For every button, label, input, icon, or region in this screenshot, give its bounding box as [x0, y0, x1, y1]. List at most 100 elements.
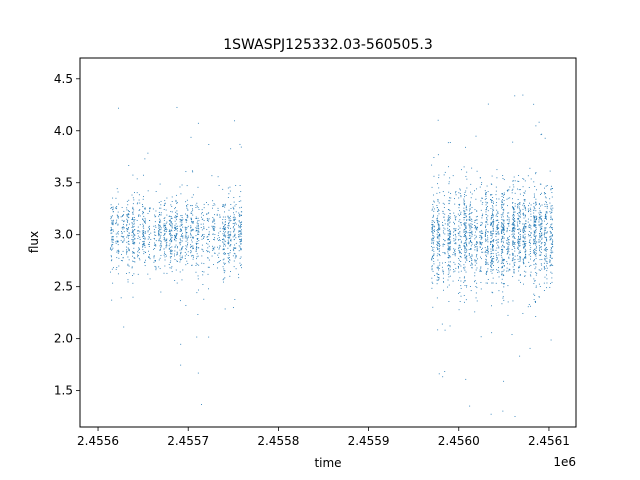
data-point [476, 229, 478, 231]
data-point [458, 192, 460, 194]
data-point [436, 241, 438, 243]
data-point [449, 239, 450, 241]
data-point [469, 205, 471, 207]
data-point [539, 246, 541, 248]
data-point [449, 217, 451, 219]
data-point [432, 223, 434, 225]
data-point [137, 202, 139, 204]
data-point [185, 171, 187, 173]
data-point [234, 299, 236, 300]
data-point [475, 216, 477, 218]
data-point [461, 249, 462, 251]
data-point [145, 259, 146, 261]
data-point [540, 183, 542, 185]
data-point [512, 216, 514, 218]
data-point [437, 237, 439, 239]
data-point [473, 190, 475, 192]
data-point [492, 225, 494, 227]
data-point [512, 276, 514, 278]
data-point [490, 194, 491, 196]
data-point [122, 223, 124, 225]
data-point [518, 232, 520, 234]
chart-title: 1SWASPJ125332.03-560505.3 [223, 37, 432, 53]
data-point [433, 260, 435, 262]
data-point [144, 221, 146, 223]
data-point [484, 233, 486, 235]
data-point [181, 220, 183, 222]
data-point [133, 273, 135, 275]
data-point [490, 183, 492, 185]
data-point [525, 227, 527, 229]
data-point [437, 229, 438, 231]
data-point [176, 251, 178, 253]
data-point [143, 225, 144, 227]
data-point [197, 226, 199, 228]
data-point [524, 200, 526, 202]
data-point [224, 224, 226, 225]
data-point [459, 277, 461, 279]
data-point [545, 217, 547, 219]
data-point [523, 227, 524, 229]
data-point [533, 249, 535, 250]
data-point [448, 166, 450, 168]
data-point [471, 193, 473, 195]
data-point [111, 245, 112, 247]
data-point [448, 238, 450, 240]
data-point [458, 279, 459, 281]
data-point [219, 230, 221, 232]
data-point [514, 192, 516, 194]
data-point [192, 171, 194, 173]
data-point [525, 240, 527, 242]
data-point [485, 259, 487, 261]
data-point [433, 254, 435, 256]
data-point [512, 213, 514, 215]
data-point [512, 180, 514, 182]
data-point [449, 249, 451, 251]
data-point [238, 226, 240, 228]
data-point [486, 270, 488, 272]
data-point [535, 215, 537, 217]
data-point [522, 212, 524, 214]
data-point [512, 243, 514, 244]
data-point [222, 259, 224, 261]
data-point [431, 266, 433, 268]
data-point [458, 271, 460, 273]
data-point [534, 280, 536, 282]
data-point [132, 251, 134, 253]
data-point [452, 175, 454, 177]
data-point [485, 229, 487, 231]
data-point [431, 228, 433, 230]
data-point [513, 259, 515, 261]
data-point [117, 211, 119, 213]
data-point [158, 227, 160, 229]
data-point [524, 236, 526, 238]
data-point [550, 232, 552, 234]
data-point [121, 233, 123, 235]
data-point [517, 238, 519, 240]
data-point [448, 268, 450, 270]
data-point [490, 266, 492, 267]
data-point [480, 256, 481, 258]
data-point [448, 236, 450, 238]
data-point [536, 219, 538, 220]
data-point [535, 243, 537, 244]
data-point [443, 281, 445, 283]
data-point [459, 232, 461, 234]
data-point [201, 229, 203, 231]
data-point [495, 186, 497, 188]
data-point [207, 250, 209, 252]
data-point [518, 245, 520, 247]
data-point [185, 230, 187, 232]
data-point [187, 242, 189, 244]
data-point [511, 223, 513, 225]
data-point [148, 237, 150, 239]
data-point [143, 251, 145, 253]
data-point [238, 220, 240, 222]
data-point [238, 220, 240, 222]
data-point [180, 224, 182, 226]
data-point [145, 207, 146, 209]
data-point [497, 244, 499, 246]
data-point [519, 265, 521, 267]
data-point [449, 246, 451, 248]
data-point [186, 246, 188, 248]
